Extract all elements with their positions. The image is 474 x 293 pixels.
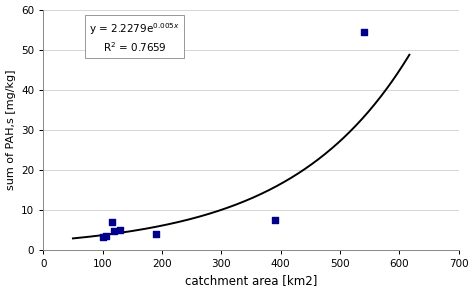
Y-axis label: sum of PAH,s [mg/kg]: sum of PAH,s [mg/kg]	[6, 69, 16, 190]
Point	[152, 231, 160, 236]
Point	[360, 29, 367, 34]
X-axis label: catchment area [km2]: catchment area [km2]	[185, 275, 317, 287]
Point	[102, 234, 109, 238]
Point	[117, 227, 124, 232]
Point	[108, 219, 115, 224]
Point	[271, 217, 279, 222]
Point	[110, 228, 118, 233]
Text: y = 2.2279e$^{0.005x}$
R$^2$ = 0.7659: y = 2.2279e$^{0.005x}$ R$^2$ = 0.7659	[89, 22, 180, 54]
Point	[99, 235, 106, 239]
